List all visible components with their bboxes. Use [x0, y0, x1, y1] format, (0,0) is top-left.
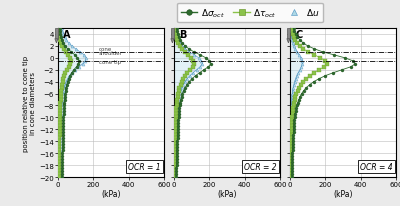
Text: OCR = 4: OCR = 4: [360, 162, 393, 171]
Text: shoulder: shoulder: [99, 51, 122, 56]
Text: A: A: [63, 30, 71, 40]
Bar: [287, 29, 290, 40]
X-axis label: (kPa): (kPa): [333, 189, 353, 198]
Bar: [171, 29, 174, 40]
Y-axis label: position relative to cone tip
in cone diameters: position relative to cone tip in cone di…: [23, 55, 36, 151]
Text: OCR = 2: OCR = 2: [244, 162, 277, 171]
Text: OCR = 1: OCR = 1: [128, 162, 161, 171]
Text: cone tip: cone tip: [99, 60, 121, 65]
Polygon shape: [171, 40, 174, 44]
Polygon shape: [287, 40, 290, 44]
X-axis label: (kPa): (kPa): [217, 189, 237, 198]
Bar: [55, 29, 58, 40]
X-axis label: (kPa): (kPa): [101, 189, 121, 198]
Text: cone: cone: [99, 46, 112, 51]
Polygon shape: [55, 40, 58, 44]
Text: B: B: [179, 30, 187, 40]
Text: C: C: [295, 30, 302, 40]
Legend: $\Delta\sigma_{oct}$, $\Delta\tau_{oct}$, $\Delta u$: $\Delta\sigma_{oct}$, $\Delta\tau_{oct}$…: [177, 4, 323, 23]
